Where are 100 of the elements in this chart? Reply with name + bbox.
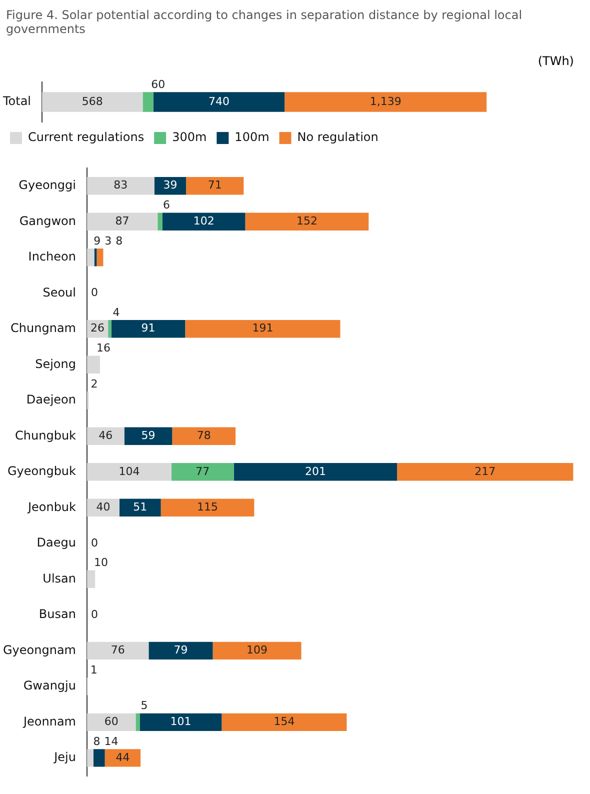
data-label: 39: [163, 178, 178, 192]
data-label: 44: [116, 750, 130, 764]
data-label: 0: [90, 608, 98, 621]
bar: [234, 463, 398, 481]
legend-label: 300m: [172, 130, 207, 144]
bar: [86, 570, 96, 588]
y-tick-label: Busan: [38, 607, 76, 622]
data-label: 91: [141, 322, 156, 335]
bar: [124, 427, 172, 445]
bar: [222, 713, 347, 732]
data-label: 5: [140, 699, 148, 712]
bar: [86, 713, 136, 732]
legend-label: No regulation: [297, 130, 378, 144]
data-label: 568: [82, 94, 103, 108]
bar: [140, 713, 222, 732]
bar: [93, 749, 105, 767]
y-tick-label: Total: [2, 94, 32, 108]
data-label: 8: [93, 734, 100, 748]
data-label: 9: [94, 234, 101, 248]
legend-label: 100m: [234, 130, 270, 144]
data-label: 40: [96, 500, 110, 514]
data-label: 77: [196, 464, 210, 478]
bar: [186, 177, 244, 195]
y-tick-label: Jeonnam: [22, 714, 76, 728]
bar: [96, 248, 104, 266]
data-label: 8: [116, 234, 123, 248]
bar: [245, 212, 369, 230]
data-label: 1,139: [370, 94, 402, 108]
bar: [86, 463, 172, 481]
data-label: 152: [296, 214, 318, 228]
data-label: 46: [98, 429, 113, 442]
bar: [136, 713, 140, 732]
data-label: 191: [252, 322, 274, 335]
data-label: 78: [196, 429, 211, 442]
data-label: 740: [208, 94, 230, 108]
bar: [284, 92, 487, 112]
data-label: 26: [90, 322, 105, 335]
text: (TWh): [536, 54, 575, 68]
data-label: 60: [104, 715, 118, 728]
data-label: 79: [174, 644, 188, 657]
bar: [172, 427, 236, 445]
data-label: 87: [115, 214, 130, 228]
data-label: 201: [304, 464, 326, 478]
data-label: 3: [104, 234, 112, 248]
bar: [86, 642, 149, 660]
data-label: 109: [246, 644, 268, 657]
y-tick-label: Gyeonggi: [18, 178, 76, 192]
bar: [86, 427, 124, 445]
chart-title: Figure 4. Solar potential according to changes in separation distance by regional local governments: [5, 7, 524, 38]
y-tick-label: Daegu: [36, 536, 76, 550]
data-label: 0: [90, 536, 98, 550]
data-label: 101: [170, 715, 192, 728]
data-label: 83: [114, 178, 128, 192]
bar: [397, 463, 574, 481]
data-label: 115: [197, 500, 218, 514]
bar: [42, 92, 143, 112]
legend-label: Current regulations: [28, 130, 144, 144]
data-label: 51: [133, 500, 148, 514]
y-tick-label: Gangwon: [19, 214, 76, 228]
bar: [119, 498, 161, 516]
data-label: 4: [112, 306, 120, 319]
bar: [148, 642, 213, 660]
bar: [171, 463, 234, 481]
data-label: 1: [90, 663, 98, 676]
y-tick-label: Jeonbuk: [26, 500, 76, 514]
bar: [108, 320, 112, 338]
bar: [160, 498, 254, 516]
y-tick-label: Ulsan: [42, 571, 76, 586]
data-label: 154: [274, 715, 295, 728]
bar: [86, 749, 94, 767]
data-label: 104: [118, 464, 140, 478]
data-label: 60: [151, 78, 166, 91]
y-tick-label: Gyeongbuk: [7, 464, 76, 478]
y-tick-label: Seoul: [42, 285, 76, 300]
data-label: 2: [90, 377, 98, 390]
bar: [86, 356, 100, 374]
y-tick-label: Chungnam: [10, 321, 76, 336]
bar: [104, 749, 141, 767]
data-label: 0: [90, 286, 98, 299]
bar: [86, 212, 158, 230]
bar: [142, 92, 154, 112]
y-tick-label: Daejeon: [26, 392, 76, 407]
data-label: 14: [104, 734, 118, 748]
data-label: 217: [474, 464, 496, 478]
bar: [212, 642, 302, 660]
data-label: 102: [193, 214, 214, 228]
bar: [86, 248, 94, 266]
bar: [86, 177, 154, 195]
data-label: 76: [110, 644, 125, 657]
data-label: 71: [208, 178, 222, 192]
y-tick-label: Sejong: [35, 356, 76, 371]
data-label: 59: [141, 429, 156, 442]
data-label: 16: [96, 342, 110, 355]
bar: [185, 320, 340, 338]
bar: [158, 212, 162, 230]
y-tick-label: Chungbuk: [15, 428, 76, 442]
y-tick-label: Jeju: [53, 750, 76, 764]
data-label: 10: [94, 556, 108, 570]
bar: [111, 320, 186, 338]
data-label: 6: [163, 198, 170, 212]
